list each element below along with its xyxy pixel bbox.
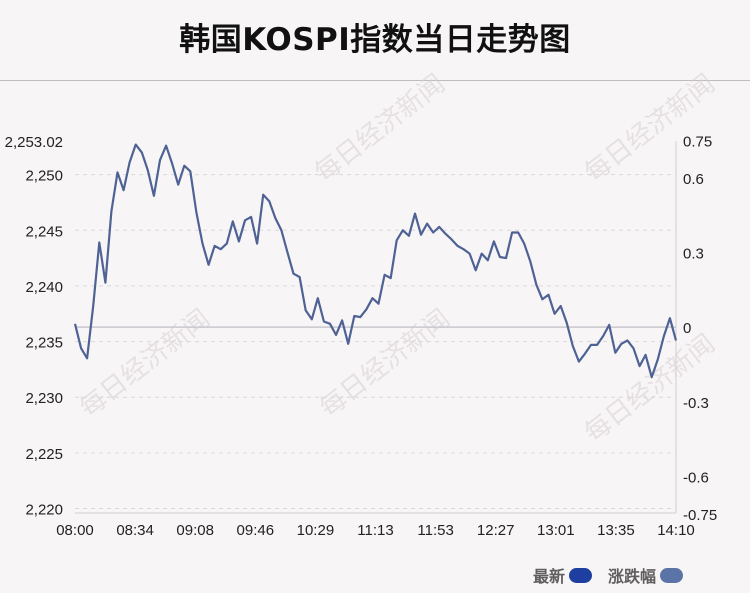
legend-change-swatch [660,567,684,583]
x-tick-label: 11:53 [417,522,453,539]
series-line-latest [73,143,678,379]
y-right-tick-label: -0.75 [683,507,717,524]
y-left-tick-label: 2,253.02 [5,134,63,151]
chart-title: 韩国KOSPI指数当日走势图 [179,22,571,58]
y-left-tick-label: 2,245 [25,223,63,240]
y-left-tick-label: 2,250 [25,168,63,185]
y-left-tick-label: 2,220 [25,502,63,519]
y-left-tick-label: 2,235 [25,335,63,352]
title-divider [0,80,750,81]
legend-latest-swatch [569,567,593,583]
x-tick-label: 14:10 [657,522,695,539]
x-tick-label: 13:01 [537,522,575,539]
grid-lines [75,174,676,510]
watermark-text: 每日经济新闻 [314,304,455,424]
y-right-tick-label: 0 [683,320,691,337]
y-left-tick-label: 2,225 [25,446,63,463]
y-right-tick-label: 0.75 [683,133,712,150]
x-tick-label: 09:46 [237,522,275,539]
y-right-tick-label: -0.6 [683,469,709,486]
x-tick-label: 08:34 [116,522,154,539]
x-tick-label: 13:35 [597,522,635,539]
legend-change: 涨跌幅 [608,563,684,587]
watermark-text: 每日经济新闻 [579,329,720,449]
series-layer [73,143,678,379]
y-left-tick-label: 2,240 [25,279,63,296]
x-tick-label: 11:13 [357,522,393,539]
x-axis-ticks: 08:00 08:34 09:08 09:46 10:29 11:13 11:53 12:27… [56,522,695,539]
y-right-tick-label: -0.3 [683,395,709,412]
x-tick-label: 08:00 [56,522,94,539]
x-tick-label: 09:08 [176,522,214,539]
legend-latest-label: 最新 [533,567,566,586]
legend-latest: 最新 [533,563,593,587]
x-tick-label: 12:27 [477,522,515,539]
y-axis-right-ticks: 0.75 0.6 0.3 0 -0.3 -0.6 -0.75 [683,133,717,523]
y-right-tick-label: 0.6 [683,171,704,188]
x-tick-label: 10:29 [297,522,335,539]
watermark-text: 每日经济新闻 [309,69,450,189]
y-right-tick-label: 0.3 [683,245,704,262]
legend-change-label: 涨跌幅 [608,567,657,586]
chart-axes [75,141,677,514]
y-left-tick-label: 2,230 [25,390,63,407]
y-axis-left-ticks: 2,253.02 2,250 2,245 2,240 2,235 2,230 2,225 2,… [5,134,63,519]
watermark-text: 每日经济新闻 [74,304,215,424]
